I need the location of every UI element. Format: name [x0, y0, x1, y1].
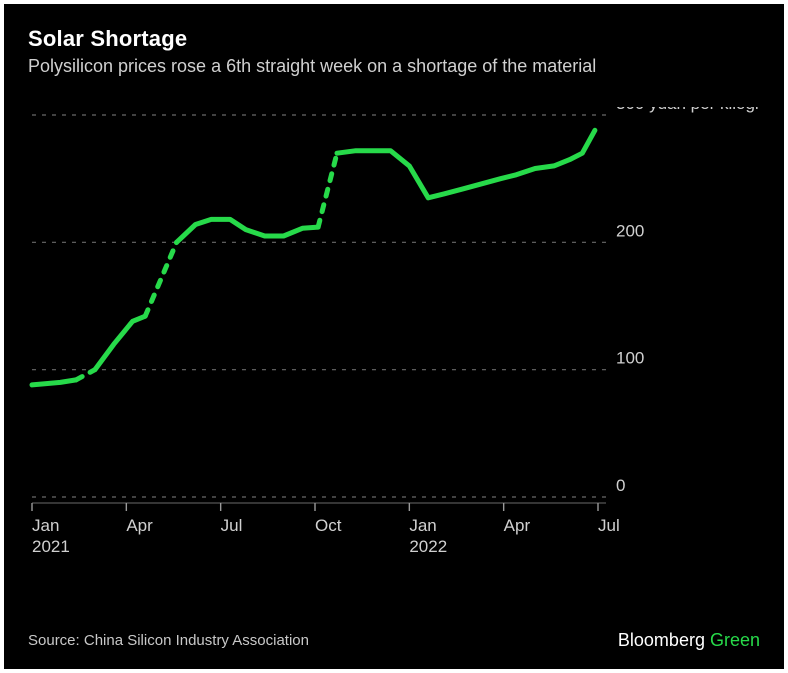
x-tick-label-top: Oct	[315, 515, 341, 536]
x-tick-label: Jan2021	[32, 515, 70, 558]
y-tick-label: 0	[616, 476, 625, 495]
brand-main: Bloomberg	[618, 630, 705, 650]
x-tick-label: Jul	[598, 515, 620, 536]
line-chart-svg: 0 100 200 300 yuan per kilogram	[28, 107, 760, 527]
series-segment	[177, 219, 319, 242]
x-tick-label-top: Apr	[504, 515, 530, 536]
x-tick-label: Jan2022	[409, 515, 447, 558]
x-tick-label-top: Jan	[32, 515, 70, 536]
y-tick-label: 300 yuan per kilogram	[616, 107, 760, 113]
x-tick-label: Oct	[315, 515, 341, 536]
brand-label: Bloomberg Green	[618, 630, 760, 651]
x-tick-label-top: Jul	[221, 515, 243, 536]
x-tick-label: Apr	[504, 515, 530, 536]
x-tick-label: Apr	[126, 515, 152, 536]
series-segment	[145, 242, 176, 316]
chart-title: Solar Shortage	[28, 26, 760, 52]
y-tick-label: 100	[616, 349, 644, 368]
chart-subtitle: Polysilicon prices rose a 6th straight w…	[28, 56, 760, 77]
x-tick-label-bottom: 2021	[32, 536, 70, 557]
plot-area: 0100200300 yuan per kilogram Jan2021AprJ…	[28, 107, 760, 577]
chart-card: Solar Shortage Polysilicon prices rose a…	[4, 4, 784, 669]
x-tick-label-top: Apr	[126, 515, 152, 536]
series-segment	[95, 316, 145, 370]
y-tick-label: 200	[616, 221, 644, 240]
x-tick-label: Jul	[221, 515, 243, 536]
series-segment	[76, 370, 95, 380]
series-segment	[32, 380, 76, 385]
series-segment	[337, 130, 595, 198]
x-tick-label-top: Jan	[409, 515, 447, 536]
x-tick-label-top: Jul	[598, 515, 620, 536]
page-frame: Solar Shortage Polysilicon prices rose a…	[0, 0, 788, 673]
source-text: Source: China Silicon Industry Associati…	[28, 632, 309, 649]
brand-accent: Green	[710, 630, 760, 650]
series-segment	[318, 153, 337, 227]
x-tick-label-bottom: 2022	[409, 536, 447, 557]
